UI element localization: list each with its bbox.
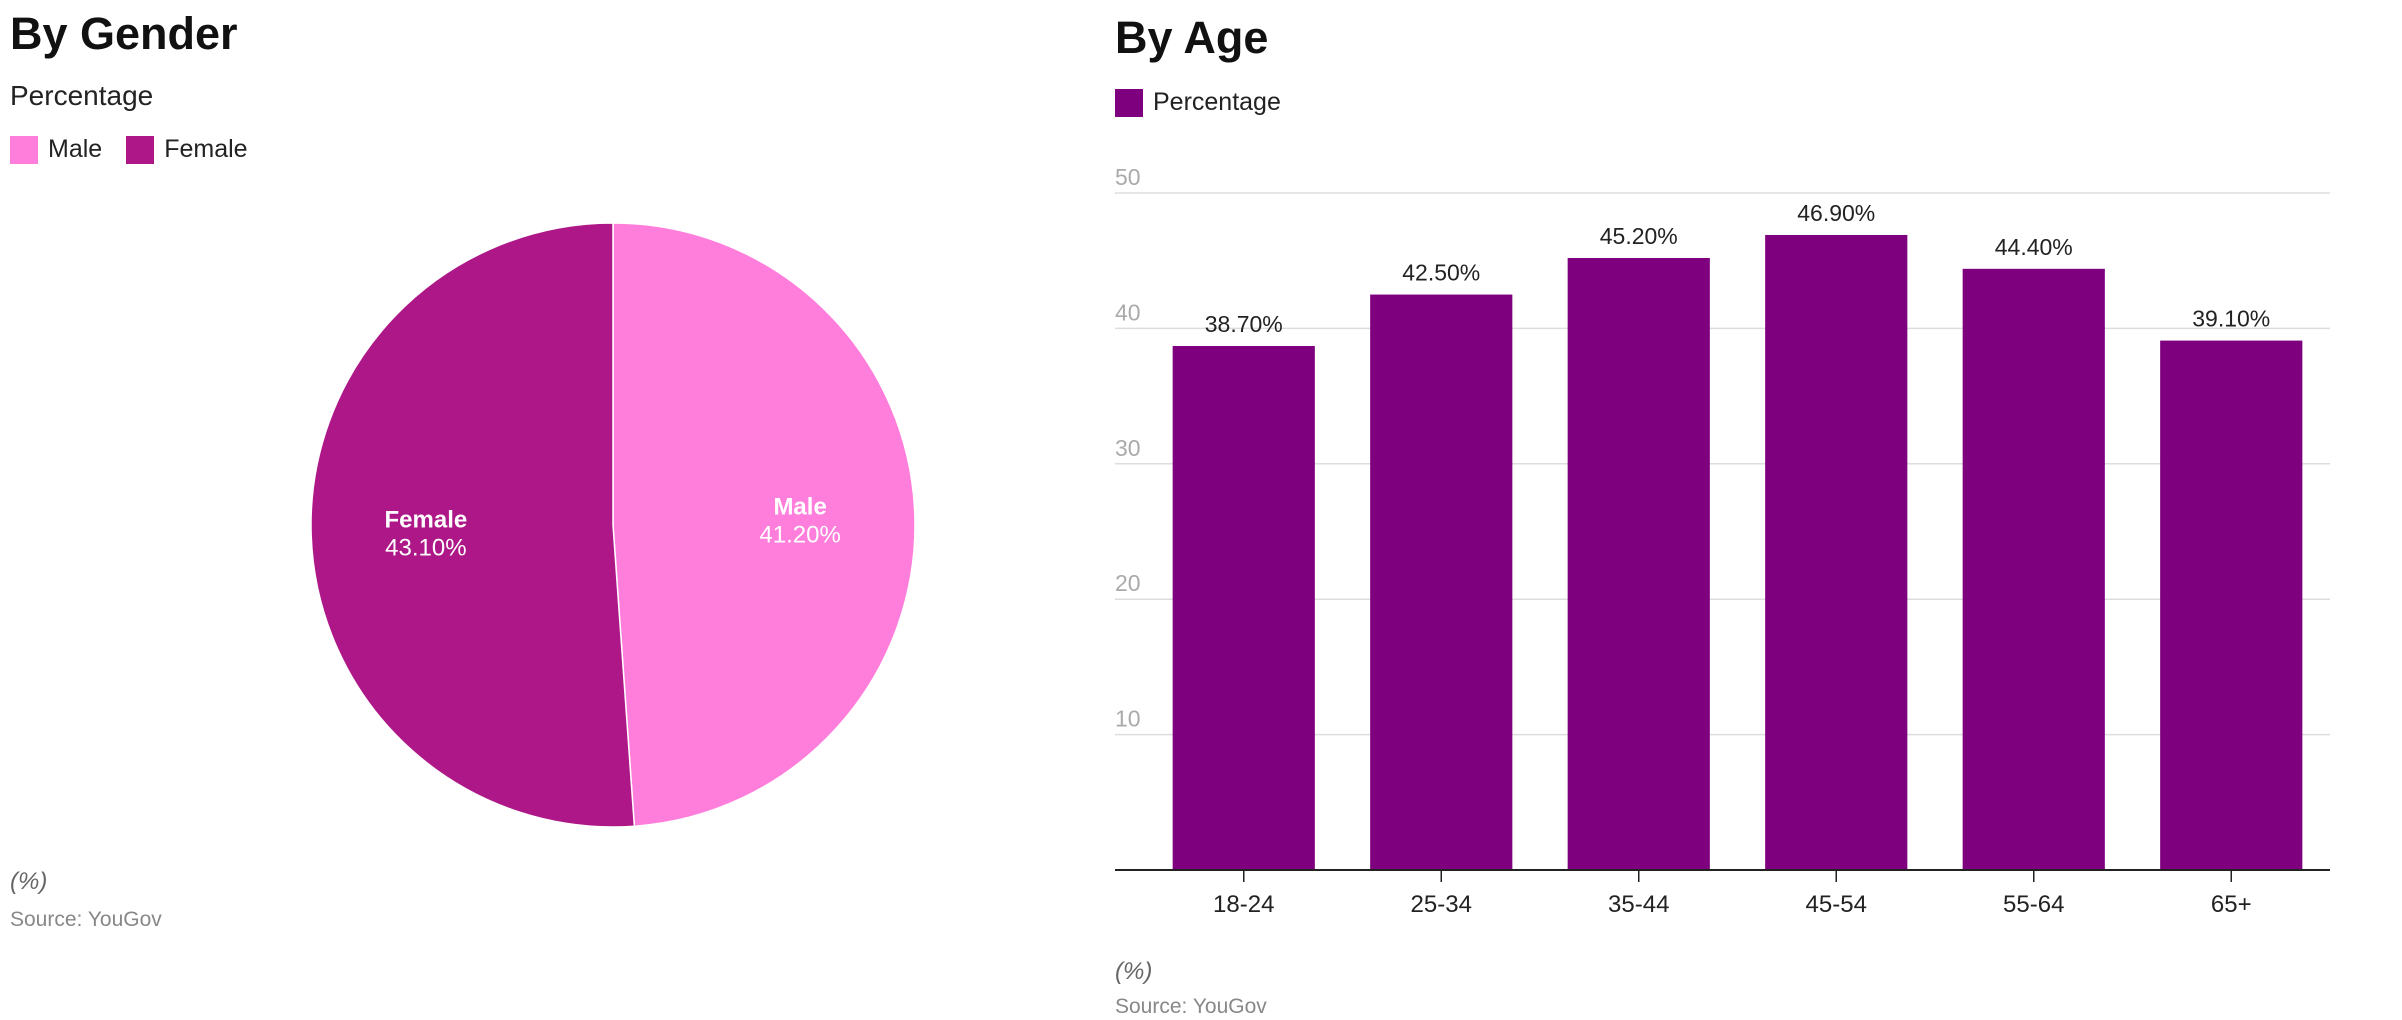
bar-65+ [2160,340,2303,870]
data-label: 38.70% [1205,311,1283,337]
data-label: 45.20% [1600,223,1678,249]
y-tick-label: 10 [1115,706,1141,732]
gender-chart-note: (%) [10,868,48,895]
bar-18-24 [1172,346,1315,870]
pie-value-male: 41.20% [759,521,840,548]
legend-swatch-male [10,135,38,164]
legend-item-female: Female [126,135,248,164]
legend-label-percentage: Percentage [1153,88,1281,116]
bar-25-34 [1370,294,1513,870]
legend-label-female: Female [164,135,248,163]
x-tick-label: 55-64 [2003,891,2064,918]
y-tick-label: 40 [1115,299,1141,325]
gender-chart-title: By Gender [10,8,238,59]
pie-value-female: 43.10% [385,535,466,562]
pie-label-male: Male [773,493,826,520]
data-label: 46.90% [1797,200,1875,226]
gender-chart-subtitle: Percentage [10,80,154,111]
pie-slice-male [612,222,916,828]
data-label: 42.50% [1402,260,1480,286]
pie-label-female: Female [385,507,468,534]
bar-55-64 [1962,268,2105,871]
gender-chart-source: Source: YouGov [10,908,162,931]
x-tick-label: 25-34 [1411,891,1472,918]
gender-chart-panel: By Gender Percentage Male Female Male 41.… [0,0,1100,1020]
x-tick-label: 45-54 [1806,891,1867,918]
data-label: 44.40% [1995,234,2073,260]
legend-label-male: Male [48,135,103,163]
age-legend: Percentage [1115,88,1305,117]
x-tick-label: 18-24 [1213,891,1274,918]
legend-swatch-female [126,135,155,164]
data-label: 39.10% [2192,306,2270,332]
age-chart-note: (%) [1115,958,1153,985]
x-tick-label: 35-44 [1608,891,1669,918]
legend-item-male: Male [10,135,102,164]
age-chart-panel: By Age Percentage 10 20 30 40 50 38.70% 18-24 4… [1100,0,2402,1020]
gender-legend: Male Female [10,135,272,164]
y-tick-label: 20 [1115,570,1141,596]
age-chart-source: Source: YouGov [1115,995,1267,1018]
age-bar-chart: 10 20 30 40 50 38.70% 18-24 42.50% 25-34 45.20% 35… [1115,164,2330,918]
bar-35-44 [1567,257,1710,870]
legend-swatch-percentage [1115,88,1143,117]
age-chart-title: By Age [1115,12,1269,63]
y-tick-label: 50 [1115,164,1141,190]
legend-item-percentage: Percentage [1115,88,1281,117]
pie-slice-female [310,222,636,828]
x-tick-label: 65+ [2211,891,2252,918]
bar-45-54 [1765,234,1908,870]
y-tick-label: 30 [1115,435,1141,461]
